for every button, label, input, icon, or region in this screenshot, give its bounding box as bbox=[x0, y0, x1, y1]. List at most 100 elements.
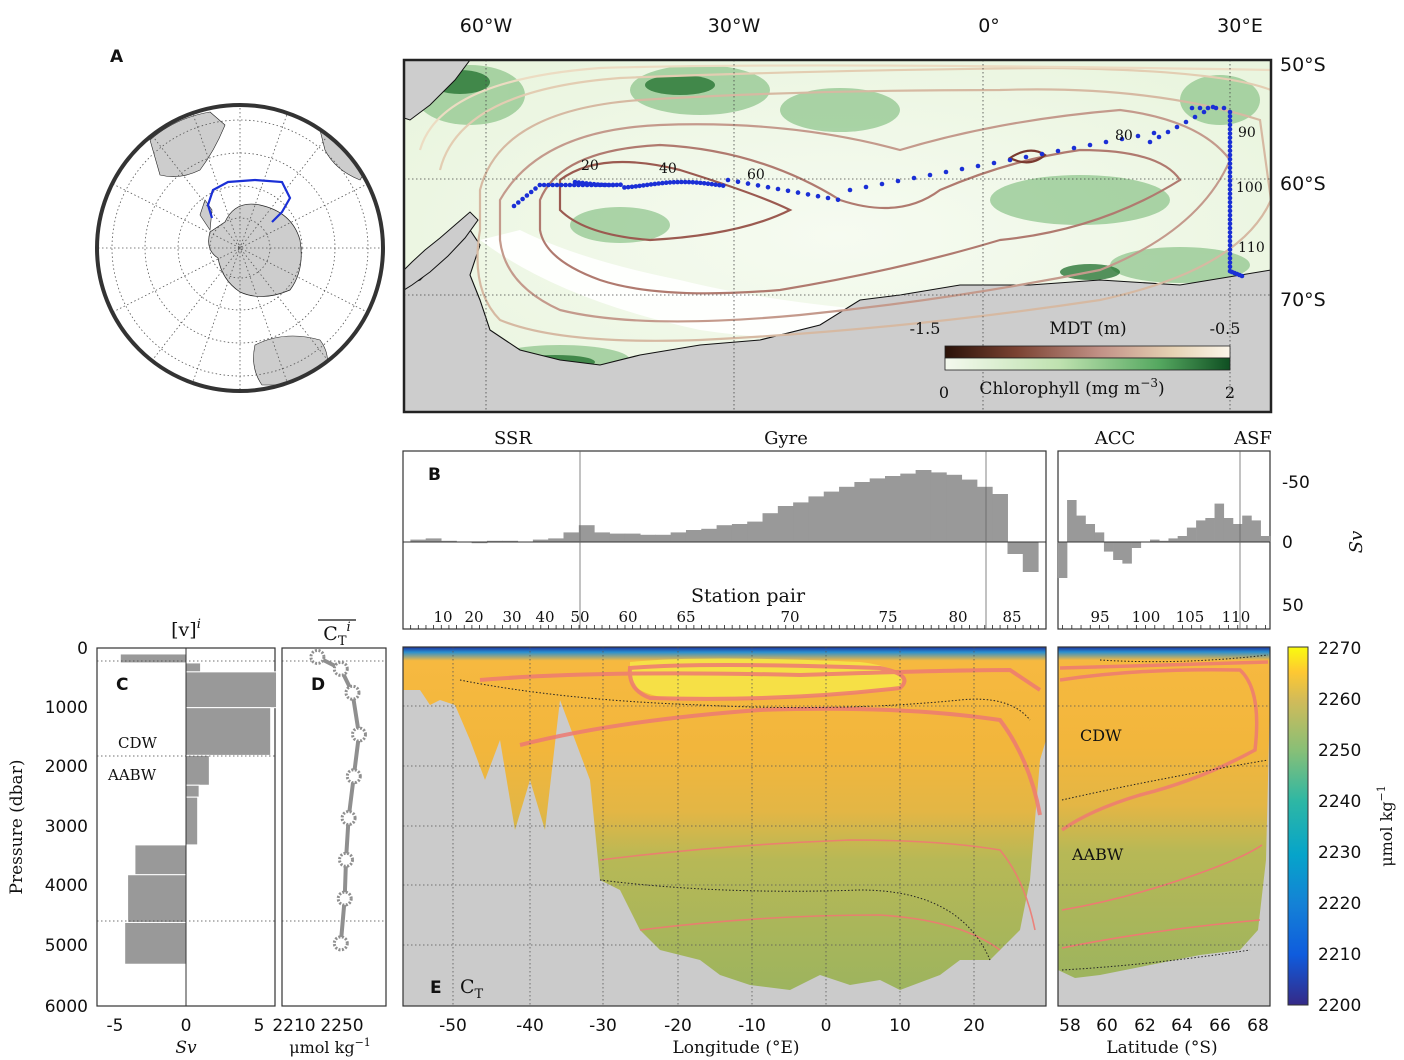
station-dot bbox=[895, 178, 901, 184]
station-dot bbox=[815, 193, 821, 199]
station-dot bbox=[1227, 118, 1233, 123]
c-ytick-4000: 4000 bbox=[45, 876, 88, 896]
station-dot bbox=[625, 184, 631, 190]
station-dot bbox=[667, 180, 673, 185]
cruise-track bbox=[206, 178, 292, 223]
station-dot bbox=[671, 179, 677, 185]
station-dot bbox=[610, 182, 616, 188]
transport-profile-bar bbox=[127, 874, 187, 923]
station-label-110: 110 bbox=[1238, 240, 1265, 256]
transport-bar-right bbox=[1076, 515, 1086, 542]
station-dot bbox=[701, 180, 707, 186]
panel-c: [v]i C CDW AABW 0 1000 2000 3000 4000 50… bbox=[7, 617, 278, 1058]
region-gyre: Gyre bbox=[764, 428, 808, 449]
transport-bar-right bbox=[1260, 536, 1271, 542]
station-dot bbox=[686, 179, 692, 185]
transport-bar-right bbox=[1131, 542, 1142, 548]
transport-bar-right bbox=[1067, 500, 1077, 542]
cbar-tick-2250: 2250 bbox=[1318, 741, 1361, 761]
transport-bar-right bbox=[1094, 532, 1105, 542]
station-dot bbox=[1227, 161, 1233, 166]
transport-bar bbox=[777, 506, 794, 542]
station-dot bbox=[1192, 114, 1198, 120]
transport-bar-right bbox=[1242, 515, 1252, 542]
chl-colorbar bbox=[944, 357, 1231, 371]
station-dot bbox=[1135, 133, 1141, 139]
transport-bar bbox=[976, 486, 993, 542]
transport-bar-right bbox=[1214, 503, 1225, 542]
d-title: CTi bbox=[323, 620, 350, 649]
station-dot bbox=[1227, 243, 1233, 248]
station-dot bbox=[709, 181, 715, 187]
station-dot bbox=[1227, 131, 1233, 136]
st-tick-50: 50 bbox=[570, 608, 589, 626]
c-ytick-2000: 2000 bbox=[45, 757, 88, 777]
transport-bar bbox=[578, 525, 595, 542]
station-dot bbox=[1227, 230, 1233, 235]
lon-label-30e: 30°E bbox=[1217, 15, 1263, 37]
station-ticks-right: 95 100 105 110 bbox=[1090, 608, 1250, 626]
st-tick-20: 20 bbox=[464, 608, 483, 626]
station-dot bbox=[1189, 105, 1195, 111]
map-panel: 60°W 30°W 0° 30°E 50°S 60°S 70°S 20 40 6… bbox=[402, 15, 1326, 414]
e-xtick-66: 66 bbox=[1209, 1016, 1231, 1036]
e-xtick-58: 58 bbox=[1059, 1016, 1081, 1036]
station-dot bbox=[1119, 136, 1125, 142]
station-dot bbox=[879, 181, 885, 187]
transport-bar-right bbox=[1057, 542, 1068, 578]
transport-profile-bar bbox=[119, 653, 187, 664]
station-dot bbox=[1221, 105, 1227, 111]
station-dot bbox=[567, 182, 573, 188]
c-xtick-0: 0 bbox=[181, 1016, 192, 1036]
st-tick-105: 105 bbox=[1176, 608, 1205, 626]
e-aabw-label: AABW bbox=[1071, 845, 1124, 864]
ct-profile-marker bbox=[344, 684, 361, 701]
station-dot bbox=[637, 183, 642, 189]
transport-bar bbox=[502, 540, 519, 542]
ct-profile-marker bbox=[336, 890, 353, 907]
station-dot bbox=[1227, 152, 1233, 158]
station-dot bbox=[1213, 105, 1219, 111]
transport-profile-bars bbox=[119, 653, 278, 965]
station-dot bbox=[644, 182, 650, 188]
e-xtick-m10: -10 bbox=[738, 1016, 766, 1036]
region-acc: ACC bbox=[1094, 428, 1136, 449]
station-dot bbox=[1227, 212, 1233, 218]
station-dot bbox=[663, 180, 669, 186]
ct-profile-marker bbox=[345, 768, 362, 785]
station-dot bbox=[1227, 260, 1233, 265]
st-tick-95: 95 bbox=[1090, 608, 1109, 626]
st-tick-60: 60 bbox=[618, 608, 637, 626]
st-tick-10: 10 bbox=[433, 608, 452, 626]
ct-colorbar bbox=[1287, 646, 1309, 1006]
c-ytick-0: 0 bbox=[77, 639, 88, 659]
panel-b-letter: B bbox=[428, 465, 441, 485]
panel-d: CTi D 2210 2250 μmol kg−1 bbox=[272, 619, 387, 1057]
transport-profile-bar bbox=[124, 921, 187, 965]
c-cdw-label: CDW bbox=[118, 734, 158, 752]
ct-section-right bbox=[1058, 647, 1270, 978]
e-xtick-62: 62 bbox=[1134, 1016, 1156, 1036]
station-dot bbox=[775, 186, 781, 192]
st-tick-110: 110 bbox=[1222, 608, 1251, 626]
station-dot bbox=[720, 183, 726, 188]
map-colorbars: -1.5 MDT (m) -0.5 0 Chlorophyll (mg m−3)… bbox=[910, 319, 1241, 402]
station-dot bbox=[614, 182, 620, 188]
transport-bar bbox=[640, 534, 656, 542]
e-xticks-right: 58 60 62 64 66 68 bbox=[1059, 1016, 1269, 1036]
cbar-tick-2200: 2200 bbox=[1318, 996, 1361, 1016]
panel-c-letter: C bbox=[116, 675, 128, 695]
b-ytick-50: 50 bbox=[1282, 596, 1304, 616]
station-dot bbox=[595, 182, 601, 187]
station-dot bbox=[1023, 154, 1029, 160]
station-dot bbox=[765, 184, 771, 190]
station-dot bbox=[1071, 145, 1077, 151]
station-dot bbox=[975, 163, 981, 169]
station-dot bbox=[648, 182, 654, 187]
ct-profile-marker bbox=[338, 851, 354, 868]
station-dot bbox=[805, 192, 811, 197]
c-ylabel: Pressure (dbar) bbox=[7, 760, 27, 895]
e-xtick-60: 60 bbox=[1096, 1016, 1118, 1036]
station-dot bbox=[1174, 124, 1180, 130]
ct-profile-marker bbox=[340, 810, 357, 827]
